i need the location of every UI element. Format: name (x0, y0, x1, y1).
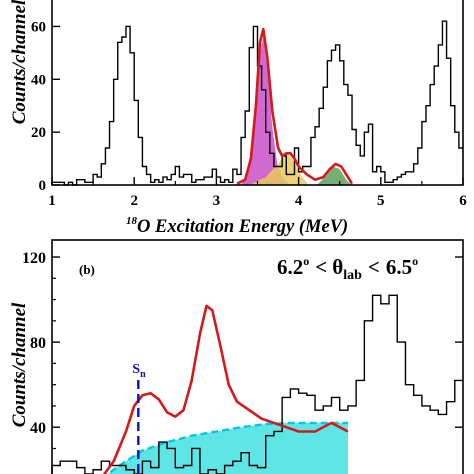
panel-a-y-tick-label: 20 (31, 125, 46, 141)
panel-b-sn-marker: Sn (132, 362, 146, 474)
panel-a-y-tick-label: 0 (39, 178, 47, 194)
angle-lt-2: < (368, 255, 380, 279)
panel-b-y-tick-label: 120 (22, 250, 46, 267)
panel-a-x-axis-label: 18O Excitation Energy (MeV) (126, 215, 348, 237)
panel-a-x-tick-label: 6 (459, 193, 467, 209)
panel-b-background-area (101, 422, 348, 474)
panel-a-y-tick-label: 60 (31, 19, 46, 35)
panel-b-background-curve (105, 421, 348, 474)
panel-b-histogram (51, 294, 463, 474)
panel-b-frame (51, 239, 464, 474)
panel-b-y-axis-label: Counts/channel (9, 302, 30, 427)
panel-b-label: (b) (79, 262, 95, 277)
panel-a-fit (236, 27, 354, 185)
panel-b-fit (102, 304, 349, 474)
sn-label: Sn (132, 362, 146, 380)
angle-high: 6.5 (386, 255, 412, 279)
panel-a-x-axis-label-text: O Excitation Energy (MeV) (137, 217, 348, 237)
angle-low: 6.2 (277, 255, 303, 279)
panel-b-fit-curve (102, 304, 349, 474)
panel-a-x-tick-label: 1 (48, 193, 56, 209)
panel-a-y-tick-label: 40 (31, 72, 46, 88)
angle-theta-sub: lab (343, 268, 362, 283)
panel-b-y-tick-label: 80 (30, 335, 46, 352)
angle-lt-1: < (315, 255, 327, 279)
angle-low-degree: o (303, 254, 309, 268)
angle-theta: θ (332, 255, 343, 279)
panel-a-x-axis-label-superscript: 18 (126, 215, 138, 227)
panel-a-peak-3 (316, 166, 352, 185)
angle-high-degree: o (412, 254, 418, 268)
panel-a-x-tick-label: 4 (295, 193, 303, 209)
panel-b-angle-label: 6.2o < θlab <6.5o (277, 254, 418, 283)
panel-a-fit-curve (236, 27, 354, 185)
panel-b-axes: 40 80 120 (22, 239, 464, 474)
panel-a-x-tick-label: 3 (213, 193, 221, 209)
panel-a-x-tick-label: 5 (377, 193, 385, 209)
panel-a-peak-2 (249, 153, 309, 185)
panel-a-y-axis-label: Counts/channel (9, 0, 30, 124)
panel-b-background-fit (101, 421, 348, 474)
panel-b-histogram-line (51, 294, 463, 474)
panel-b-y-tick-label: 40 (30, 420, 46, 437)
panel-a-x-tick-label: 2 (130, 193, 138, 209)
